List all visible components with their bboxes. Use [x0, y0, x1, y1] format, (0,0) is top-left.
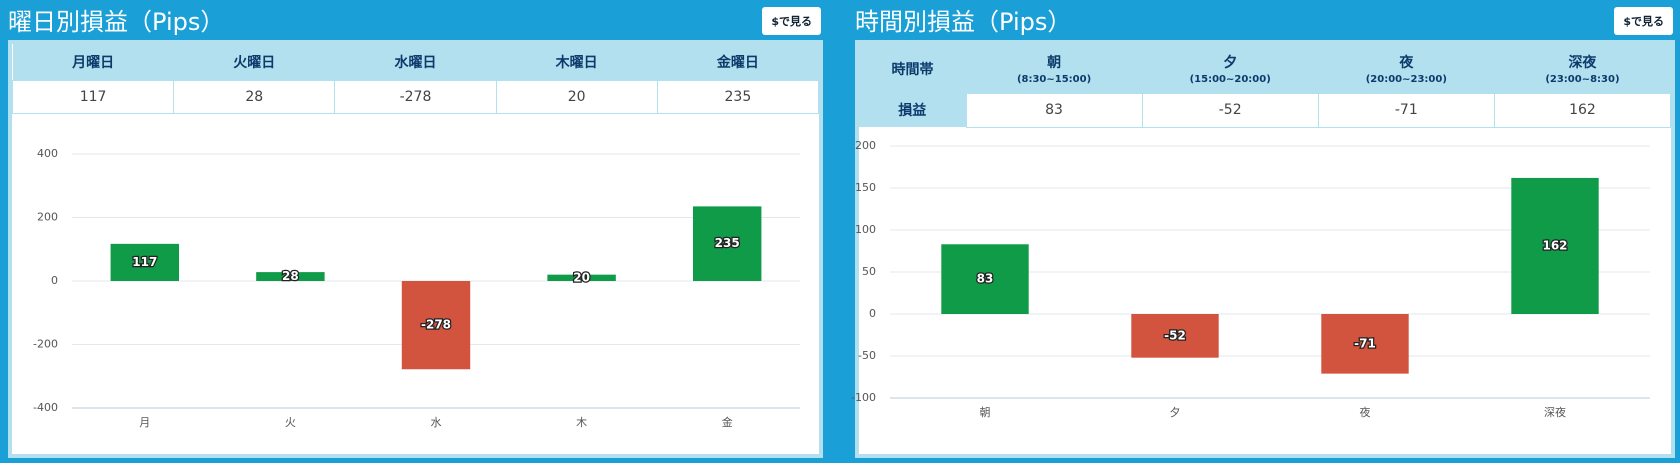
x-tick-label: 木 — [576, 416, 587, 429]
table-cell: 20 — [495, 79, 658, 114]
column-sublabel: (20:00~23:00) — [1365, 73, 1447, 85]
x-tick-label: 夜 — [1360, 405, 1371, 419]
bar — [256, 272, 325, 281]
value-label: 162 — [1542, 238, 1567, 252]
column-sublabel: (8:30~15:00) — [1016, 73, 1092, 85]
y-tick-label: -400 — [33, 401, 58, 414]
value-label: 83 — [977, 272, 994, 286]
table-cell: 235 — [656, 79, 820, 114]
column-header: 朝 (8:30~15:00) — [966, 44, 1143, 93]
column-header: 夕 (15:00~20:00) — [1142, 44, 1319, 93]
table-cell: 117 — [11, 79, 175, 114]
currency-button[interactable]: $で見る — [762, 7, 821, 35]
column-sublabel: (15:00~20:00) — [1189, 73, 1271, 85]
x-tick-label: 水 — [431, 416, 442, 429]
y-tick-label: 200 — [855, 139, 876, 152]
y-tick-label: 200 — [37, 211, 58, 224]
column-label: 夕 — [1223, 54, 1238, 71]
bar — [692, 206, 762, 281]
table: 時間帯 朝 (8:30~15:00) 夕 (15:00~20:00) 夜 (20:00~23… — [859, 44, 1672, 128]
y-tick-label: -200 — [33, 338, 58, 351]
column-header: 金曜日 — [657, 44, 819, 80]
bar — [1131, 314, 1219, 358]
table-cell: -278 — [334, 79, 497, 114]
x-tick-label: 夕 — [1170, 406, 1181, 419]
row-header: 損益 — [859, 93, 966, 127]
bar — [941, 244, 1029, 314]
column-label: 朝 — [1047, 54, 1062, 71]
bar — [1321, 314, 1409, 374]
column-header: 月曜日 — [12, 44, 174, 80]
x-tick-label: 深夜 — [1544, 405, 1566, 419]
column-header: 深夜 (23:00~8:30) — [1494, 44, 1671, 93]
panel-title: 曜日別損益（Pips） — [8, 8, 225, 36]
y-tick-label: 50 — [862, 265, 876, 278]
column-label: 夜 — [1399, 54, 1414, 71]
x-tick-label: 火 — [285, 416, 296, 429]
y-tick-label: 0 — [869, 307, 876, 320]
value-label: -52 — [1164, 328, 1186, 342]
x-tick-label: 月 — [139, 416, 150, 429]
table-cell: 28 — [173, 79, 336, 114]
value-label: -71 — [1354, 336, 1376, 350]
table: 月曜日 火曜日 水曜日 木曜日 金曜日 117 28 -278 20 235 — [11, 44, 820, 114]
y-tick-label: -50 — [858, 349, 876, 362]
y-tick-label: 100 — [855, 223, 876, 236]
currency-button[interactable]: $で見る — [1614, 7, 1673, 35]
value-label: 20 — [573, 270, 590, 284]
table-cell: -71 — [1317, 92, 1495, 128]
y-tick-label: 0 — [51, 274, 58, 287]
column-sublabel: (23:00~8:30) — [1545, 73, 1620, 85]
value-label: 28 — [282, 269, 299, 283]
table-cell: 83 — [965, 92, 1143, 128]
value-label: -278 — [421, 318, 451, 332]
column-header: 水曜日 — [334, 44, 497, 80]
y-tick-label: 400 — [37, 147, 58, 160]
bar — [1511, 177, 1599, 314]
bar — [401, 281, 471, 370]
x-tick-label: 朝 — [980, 406, 991, 419]
column-header: 火曜日 — [173, 44, 335, 80]
value-label: 117 — [132, 255, 157, 269]
y-tick-label: 150 — [855, 181, 876, 194]
value-label: 235 — [715, 236, 740, 250]
bar — [110, 243, 180, 281]
column-label: 深夜 — [1568, 54, 1597, 71]
table-cell: 162 — [1493, 92, 1672, 128]
panel-title: 時間別損益（Pips） — [855, 8, 1072, 36]
column-header: 木曜日 — [496, 44, 658, 80]
table-cell: -52 — [1141, 92, 1319, 128]
x-tick-label: 金 — [722, 415, 733, 429]
y-tick-label: -100 — [851, 391, 876, 404]
column-header: 夜 (20:00~23:00) — [1318, 44, 1495, 93]
corner-header: 時間帯 — [859, 44, 966, 93]
bar — [547, 274, 616, 281]
